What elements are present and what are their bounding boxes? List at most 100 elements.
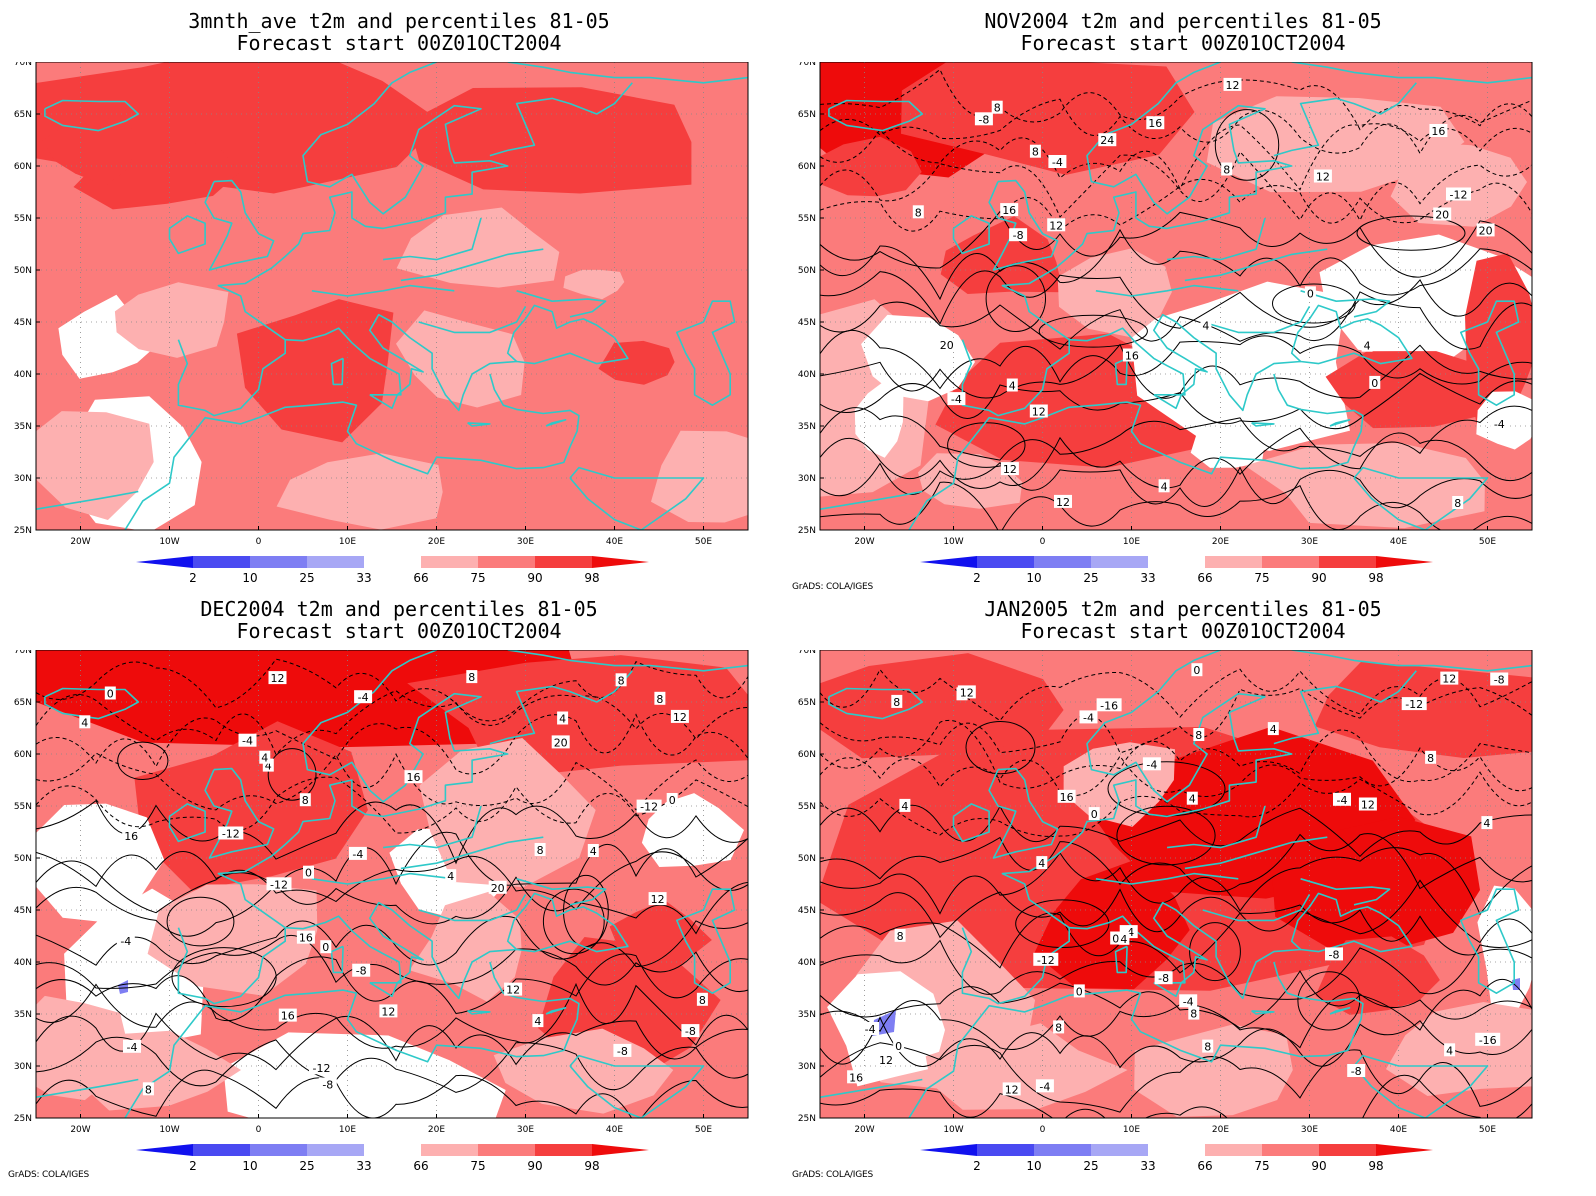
contour-label-box [937,338,956,351]
contour-label-box [1057,789,1076,803]
lat-tick-label: 45N [798,318,816,328]
contour-label: -12 [1450,189,1468,202]
coastline [828,687,924,720]
coastline [369,981,399,998]
contour-label-box [238,733,257,747]
contour-line [820,687,1532,754]
contour-label: 16 [1431,125,1445,138]
coastline [177,650,509,1005]
contour-label: 4 [1038,857,1045,870]
shading-region [820,136,922,197]
coastline [1153,393,1183,410]
contour-label-box [1358,797,1377,811]
coastline [1202,894,1311,922]
contour-label-box [1425,750,1437,764]
contour-label: 0 [305,867,312,880]
lat-tick-label: 55N [14,214,32,224]
colorbar-label: 2 [973,1159,981,1173]
contour-label: 12 [1005,1083,1019,1096]
contour-label: 0 [895,1040,902,1053]
contour-line [820,405,1532,461]
panel-subtitle: Forecast start 00Z01OCT2004 [1020,619,1346,643]
map-panel-4: JAN2005 t2m and percentiles 81-05 Forecas… [784,588,1582,1186]
map-frame [35,62,749,531]
coastline [1184,836,1328,870]
contour-label-group: -8 -4 0 4 -4 -8 -4 4 8 8 8 -12 12 4 0 4 12 16 8 12 12 8 16 12 20… [912,77,1509,510]
contour-label-box [504,982,523,996]
lon-tick-label: 20W [854,1125,874,1135]
contour-label-box [551,735,570,749]
contour-line [36,713,748,775]
shading-region [408,87,692,194]
coastlines [820,62,1532,530]
contour-line [820,1016,1532,1069]
colorbar-label: 10 [1026,571,1041,585]
contour-line [820,1042,1532,1113]
coastline [1251,422,1275,427]
lat-tick-label: 25N [798,1114,816,1124]
contour-label: 20 [491,882,505,895]
shading-region [901,62,1195,175]
panel-title: 3mnth_ave t2m and percentiles 81-05 [188,9,610,33]
contour-label: -12 [270,878,288,891]
map-canvas: 70N 65N 60N 55N 50N 45N 40N 35N 30N 25N 20W 10W 0 10E… [14,62,749,585]
contour-label-box [613,1043,632,1057]
lon-tick-label: 30E [1301,537,1318,547]
colorbar-label: 10 [1026,1159,1041,1173]
contour-label: -4 [1083,711,1094,724]
contour-label: -12 [313,1062,331,1075]
contour-label-box [847,1070,866,1084]
coastline [204,179,275,271]
lon-tick-label: 50E [1479,537,1496,547]
map-canvas: -4-8044-12-12-8-4-4-8-16-4048-4-40481212… [798,650,1533,1173]
coastline [124,373,580,530]
colorbar-label: 25 [299,571,314,585]
coastline [1114,945,1128,974]
contour-label-box [1096,698,1122,712]
contour-label: 8 [468,671,475,684]
contour-label: 12 [1442,673,1456,686]
colorbar-extend-high [1376,556,1433,568]
contour-line [36,831,748,888]
contour-label-box [1029,144,1041,158]
coastline [44,99,140,132]
contour-label-box [309,1061,334,1075]
lat-tick-label: 50N [798,854,816,864]
contour-lines [820,668,1532,1118]
shading-region [236,299,394,443]
panel-subtitle: Forecast start 00Z01OCT2004 [1020,31,1346,55]
coastline [400,836,544,870]
contour-label: -4 [1337,794,1348,807]
lat-tick-label: 25N [798,526,816,536]
shading-region [563,269,625,300]
contour-label: 8 [897,930,904,943]
contour-label: 12 [879,1054,893,1067]
lon-tick-label: 10W [943,1125,963,1135]
contour-loop [267,748,317,801]
coastlines [36,650,748,1118]
coastline [489,670,633,745]
contour-line [820,178,1532,232]
shading-region [58,294,161,379]
colorbar-label: 98 [1368,1159,1383,1173]
shading-region [598,340,675,385]
contour-label-box [1446,187,1471,201]
coastlines [36,62,748,530]
contour-label-box [899,798,911,812]
contour-label: -8 [1013,229,1024,242]
lat-tick-label: 30N [14,474,32,484]
coastline [1069,304,1413,412]
shading-region [419,738,596,888]
contour-label-box [1361,338,1373,352]
contour-line [36,935,748,993]
contour-label-box [299,793,311,807]
contour-label-box [532,1014,544,1028]
contour-label: 12 [1316,171,1330,184]
contour-label-box [877,1053,895,1066]
colorbar-label: 33 [1140,1159,1155,1173]
colorbar: 2 10 25 33 66 75 90 98 [136,1144,649,1173]
contour-label-box [259,750,271,764]
contour-label-box [123,1039,141,1053]
contour-line [36,876,748,937]
contour-line [36,953,748,1022]
